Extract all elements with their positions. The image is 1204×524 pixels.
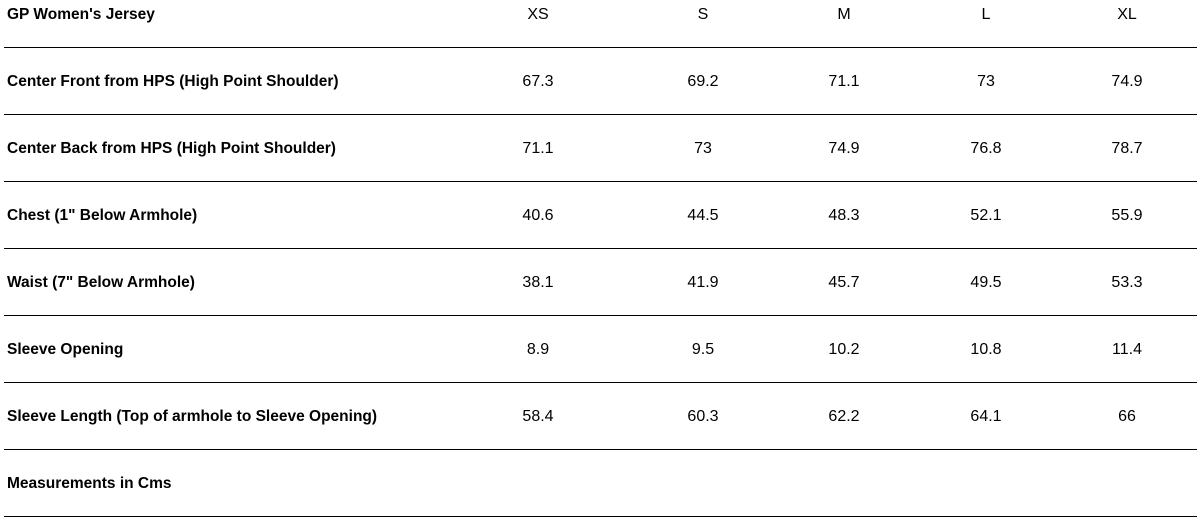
cell-value: 9.5 <box>691 341 715 358</box>
cell-value: 71.1 <box>522 140 554 157</box>
cell-value: 41.9 <box>687 274 719 291</box>
cell-value: 74.9 <box>828 140 860 157</box>
row-label: Center Back from HPS (High Point Shoulde… <box>7 140 336 157</box>
row-divider <box>4 114 1197 115</box>
cell-value: 74.9 <box>1111 73 1143 90</box>
cell-value: 10.2 <box>828 341 860 358</box>
cell-value: 66 <box>1118 408 1136 425</box>
cell-value: 73 <box>694 140 712 157</box>
cell-value: 48.3 <box>828 207 860 224</box>
column-header: XL <box>1117 6 1137 23</box>
row-divider <box>4 382 1197 383</box>
cell-value: 40.6 <box>522 207 554 224</box>
cell-value: 69.2 <box>687 73 719 90</box>
cell-value: 52.1 <box>970 207 1002 224</box>
cell-value: 45.7 <box>828 274 860 291</box>
row-label: Waist (7" Below Armhole) <box>7 274 195 291</box>
cell-value: 38.1 <box>522 274 554 291</box>
cell-value: 11.4 <box>1112 341 1142 358</box>
cell-value: 10.8 <box>970 341 1002 358</box>
cell-value: 58.4 <box>522 408 554 425</box>
cell-value: 55.9 <box>1111 207 1143 224</box>
cell-value: 64.1 <box>970 408 1002 425</box>
row-label: Sleeve Opening <box>7 341 124 358</box>
cell-value: 78.7 <box>1111 140 1143 157</box>
footer-note: Measurements in Cms <box>7 475 172 492</box>
row-divider <box>4 315 1197 316</box>
cell-value: 8.9 <box>526 341 550 358</box>
column-header: S <box>697 6 709 23</box>
column-header: M <box>837 6 851 23</box>
row-divider <box>4 449 1197 450</box>
cell-value: 73 <box>977 73 995 90</box>
cell-value: 49.5 <box>970 274 1002 291</box>
cell-value: 76.8 <box>970 140 1002 157</box>
cell-value: 44.5 <box>687 207 719 224</box>
cell-value: 67.3 <box>522 73 554 90</box>
column-header: XS <box>527 6 549 23</box>
row-label: Chest (1" Below Armhole) <box>7 207 198 224</box>
table-title: GP Women's Jersey <box>7 6 155 23</box>
cell-value: 53.3 <box>1111 274 1143 291</box>
row-divider <box>4 181 1197 182</box>
row-label: Sleeve Length (Top of armhole to Sleeve … <box>7 408 378 425</box>
row-divider <box>4 516 1197 517</box>
row-label: Center Front from HPS (High Point Should… <box>7 73 339 90</box>
cell-value: 60.3 <box>687 408 719 425</box>
cell-value: 62.2 <box>828 408 860 425</box>
row-divider <box>4 248 1197 249</box>
cell-value: 71.1 <box>828 73 860 90</box>
column-header: L <box>981 6 991 23</box>
row-divider <box>4 47 1197 48</box>
